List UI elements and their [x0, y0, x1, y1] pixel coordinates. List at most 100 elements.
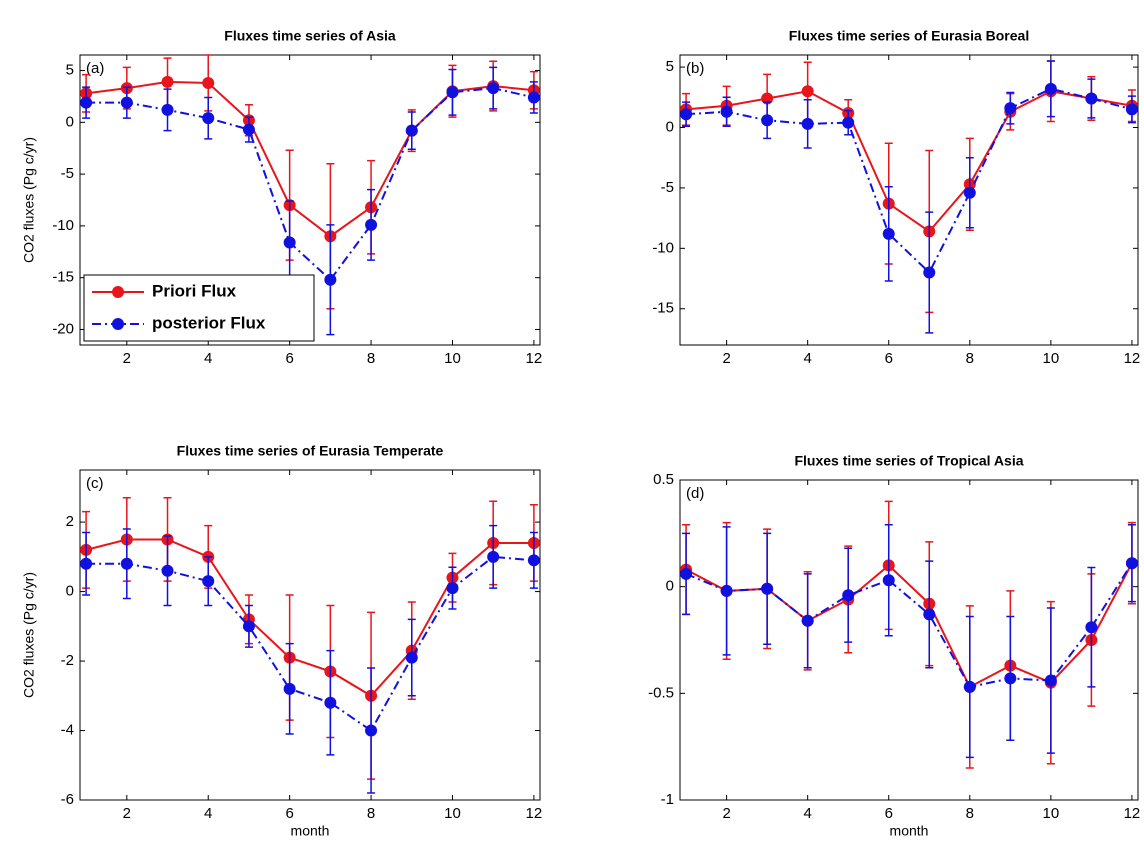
- panel-title: Fluxes time series of Tropical Asia: [794, 453, 1023, 469]
- y-tick-label: -4: [61, 721, 74, 738]
- marker: [283, 236, 296, 249]
- marker: [324, 696, 337, 709]
- marker: [842, 589, 855, 602]
- x-tick-label: 4: [804, 805, 812, 822]
- x-axis-label: month: [890, 823, 929, 839]
- marker: [527, 554, 540, 567]
- x-tick-label: 12: [1124, 350, 1141, 367]
- y-tick-label: -0.5: [648, 684, 674, 701]
- x-tick-label: 4: [804, 350, 812, 367]
- y-tick-label: -1: [661, 791, 674, 808]
- series-line: [685, 562, 1133, 689]
- marker: [680, 567, 693, 580]
- x-tick-label: 10: [1043, 805, 1060, 822]
- x-tick-label: 12: [526, 805, 543, 822]
- legend-box: [83, 274, 315, 342]
- x-tick-label: 10: [444, 350, 461, 367]
- series-line: [85, 538, 534, 698]
- x-tick-label: 10: [444, 805, 461, 822]
- marker: [405, 651, 418, 664]
- x-tick-label: 6: [885, 805, 893, 822]
- x-tick-label: 6: [285, 805, 293, 822]
- marker: [80, 96, 93, 109]
- x-tick-label: 12: [526, 350, 543, 367]
- marker: [1085, 92, 1098, 105]
- marker: [801, 85, 814, 98]
- y-tick-label: 5: [66, 62, 74, 79]
- marker: [1085, 621, 1098, 634]
- marker: [365, 218, 378, 231]
- panel-title: Fluxes time series of Eurasia Temperate: [177, 443, 444, 459]
- y-tick-label: -10: [652, 239, 674, 256]
- y-tick-label: 0: [66, 583, 74, 600]
- y-tick-label: 2: [66, 513, 74, 530]
- y-tick-label: -5: [61, 165, 74, 182]
- marker: [963, 186, 976, 199]
- panel-title: Fluxes time series of Eurasia Boreal: [789, 28, 1029, 44]
- x-tick-label: 8: [367, 350, 375, 367]
- marker: [1125, 103, 1138, 116]
- legend-label: Priori Flux: [152, 281, 237, 300]
- legend-marker: [112, 286, 124, 298]
- marker: [242, 123, 255, 136]
- x-tick-label: 4: [204, 805, 212, 822]
- marker: [242, 620, 255, 633]
- marker: [446, 86, 459, 99]
- panel-label: (c): [86, 475, 104, 492]
- marker: [487, 550, 500, 563]
- marker: [923, 266, 936, 279]
- marker: [882, 227, 895, 240]
- y-tick-label: 0: [666, 118, 674, 135]
- series-line: [86, 555, 534, 732]
- marker: [202, 76, 215, 89]
- y-tick-label: -5: [661, 179, 674, 196]
- x-tick-label: 2: [722, 350, 730, 367]
- series-line: [685, 90, 1133, 233]
- panel-label: (d): [686, 485, 704, 502]
- marker: [761, 582, 774, 595]
- x-tick-label: 2: [123, 805, 131, 822]
- x-tick-label: 8: [966, 805, 974, 822]
- y-tick-label: 0: [666, 578, 674, 595]
- marker: [487, 82, 500, 95]
- marker: [761, 114, 774, 127]
- axes-box: [679, 54, 1139, 346]
- marker: [1044, 674, 1057, 687]
- marker: [963, 680, 976, 693]
- y-axis-label: CO2 fluxes (Pg c/yr): [21, 137, 37, 263]
- marker: [283, 682, 296, 695]
- marker: [446, 582, 459, 595]
- x-tick-label: 8: [966, 350, 974, 367]
- marker: [801, 117, 814, 130]
- legend-label: posterior Flux: [152, 313, 266, 332]
- x-axis-label: month: [291, 823, 330, 839]
- marker: [161, 103, 174, 116]
- marker: [120, 557, 133, 570]
- marker: [842, 116, 855, 129]
- panel-title: Fluxes time series of Asia: [224, 28, 396, 44]
- y-tick-label: -15: [52, 269, 74, 286]
- marker: [527, 91, 540, 104]
- marker: [720, 584, 733, 597]
- x-tick-label: 10: [1043, 350, 1060, 367]
- y-tick-label: -10: [52, 217, 74, 234]
- marker: [801, 614, 814, 627]
- y-tick-label: 0: [66, 113, 74, 130]
- series-line: [86, 87, 535, 282]
- axes-box: [679, 479, 1139, 801]
- x-tick-label: 12: [1124, 805, 1141, 822]
- marker: [202, 112, 215, 125]
- marker: [161, 75, 174, 88]
- y-tick-label: 0.5: [653, 471, 674, 488]
- marker: [120, 96, 133, 109]
- x-tick-label: 2: [722, 805, 730, 822]
- marker: [1004, 672, 1017, 685]
- x-tick-label: 6: [285, 350, 293, 367]
- y-tick-label: -2: [61, 652, 74, 669]
- x-tick-label: 8: [367, 805, 375, 822]
- marker: [1044, 82, 1057, 95]
- axes-box: [79, 469, 541, 801]
- series-line: [686, 87, 1133, 275]
- marker: [1125, 557, 1138, 570]
